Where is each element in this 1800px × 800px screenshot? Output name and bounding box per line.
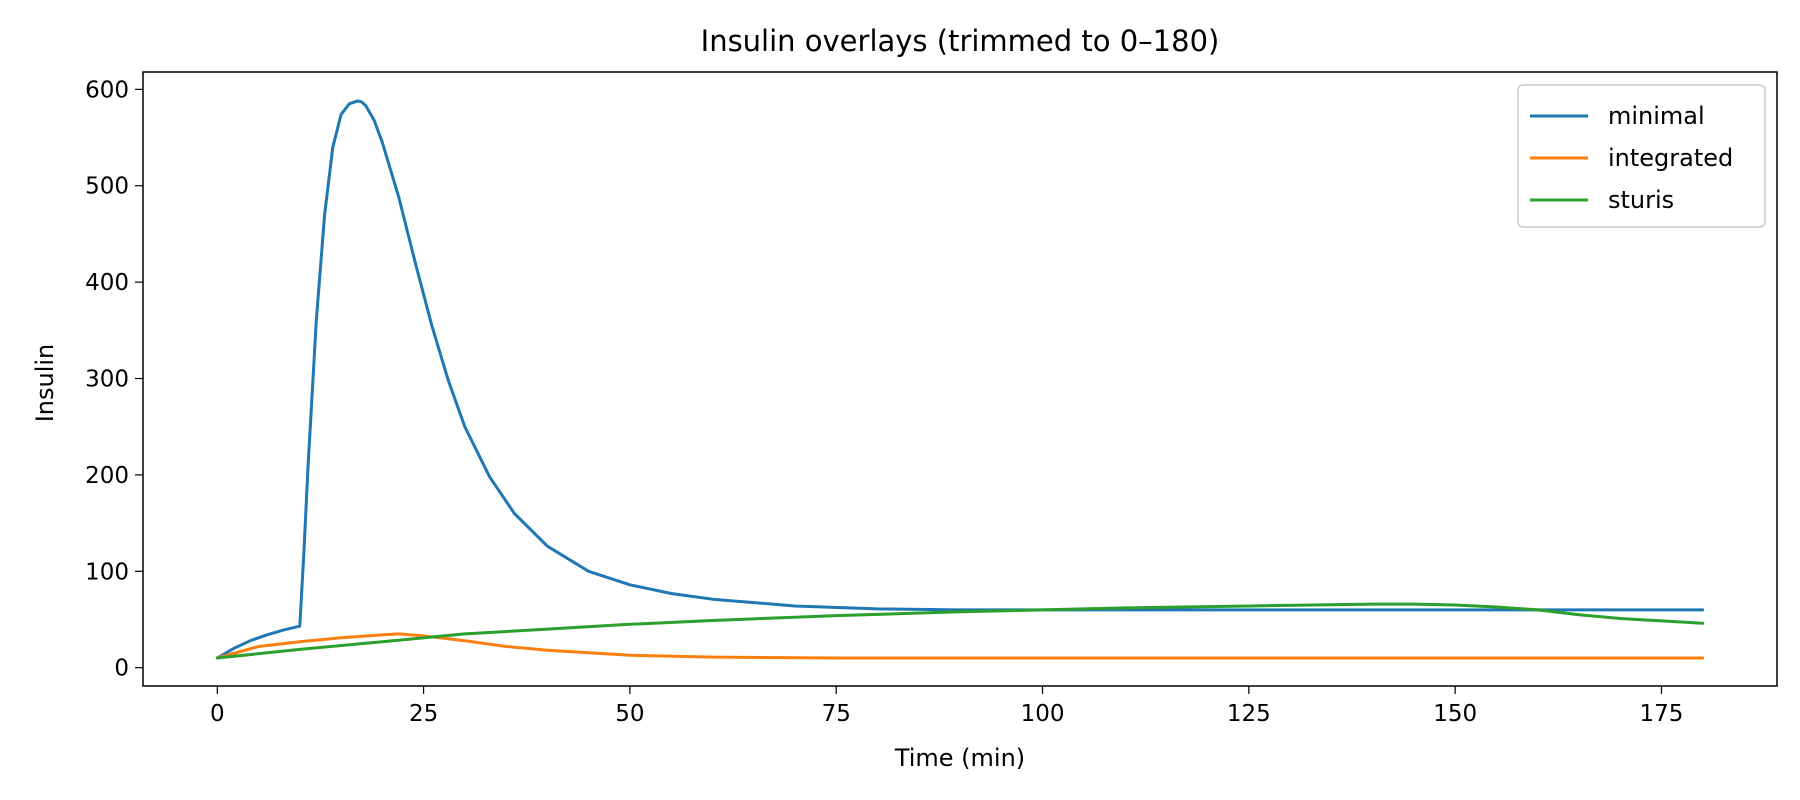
y-tick-label: 400 xyxy=(85,270,129,296)
y-tick-label: 100 xyxy=(85,559,129,585)
series-line-integrated xyxy=(215,632,1705,660)
legend-label-sturis: sturis xyxy=(1608,186,1674,214)
legend-label-integrated: integrated xyxy=(1608,144,1733,172)
x-tick-label: 0 xyxy=(210,701,225,727)
x-tick-label: 25 xyxy=(409,701,438,727)
x-tick-label: 175 xyxy=(1640,701,1684,727)
x-tick-label: 125 xyxy=(1227,701,1271,727)
y-axis-label: Insulin xyxy=(31,344,59,423)
y-tick-label: 0 xyxy=(114,656,129,682)
y-tick-label: 600 xyxy=(85,77,129,103)
x-tick-label: 150 xyxy=(1433,701,1477,727)
legend: minimal integrated sturis xyxy=(1517,84,1766,228)
y-tick-label: 200 xyxy=(85,463,129,489)
series-line-minimal xyxy=(215,99,1705,660)
plot-area-frame xyxy=(142,71,1778,687)
x-axis-label: Time (min) xyxy=(894,744,1025,772)
x-tick-label: 100 xyxy=(1021,701,1065,727)
axis-ticks: 0 25 50 75 100 125 150 175 0 100 200 300 400 500 600 xyxy=(85,77,1683,727)
series-lines xyxy=(215,99,1705,660)
y-tick-label: 500 xyxy=(85,174,129,200)
legend-label-minimal: minimal xyxy=(1608,102,1705,130)
series-line-sturis xyxy=(215,602,1705,660)
y-tick-label: 300 xyxy=(85,367,129,393)
chart-title: Insulin overlays (trimmed to 0–180) xyxy=(701,24,1220,58)
x-tick-label: 50 xyxy=(615,701,644,727)
x-tick-label: 75 xyxy=(822,701,851,727)
legend-box xyxy=(1517,84,1766,228)
